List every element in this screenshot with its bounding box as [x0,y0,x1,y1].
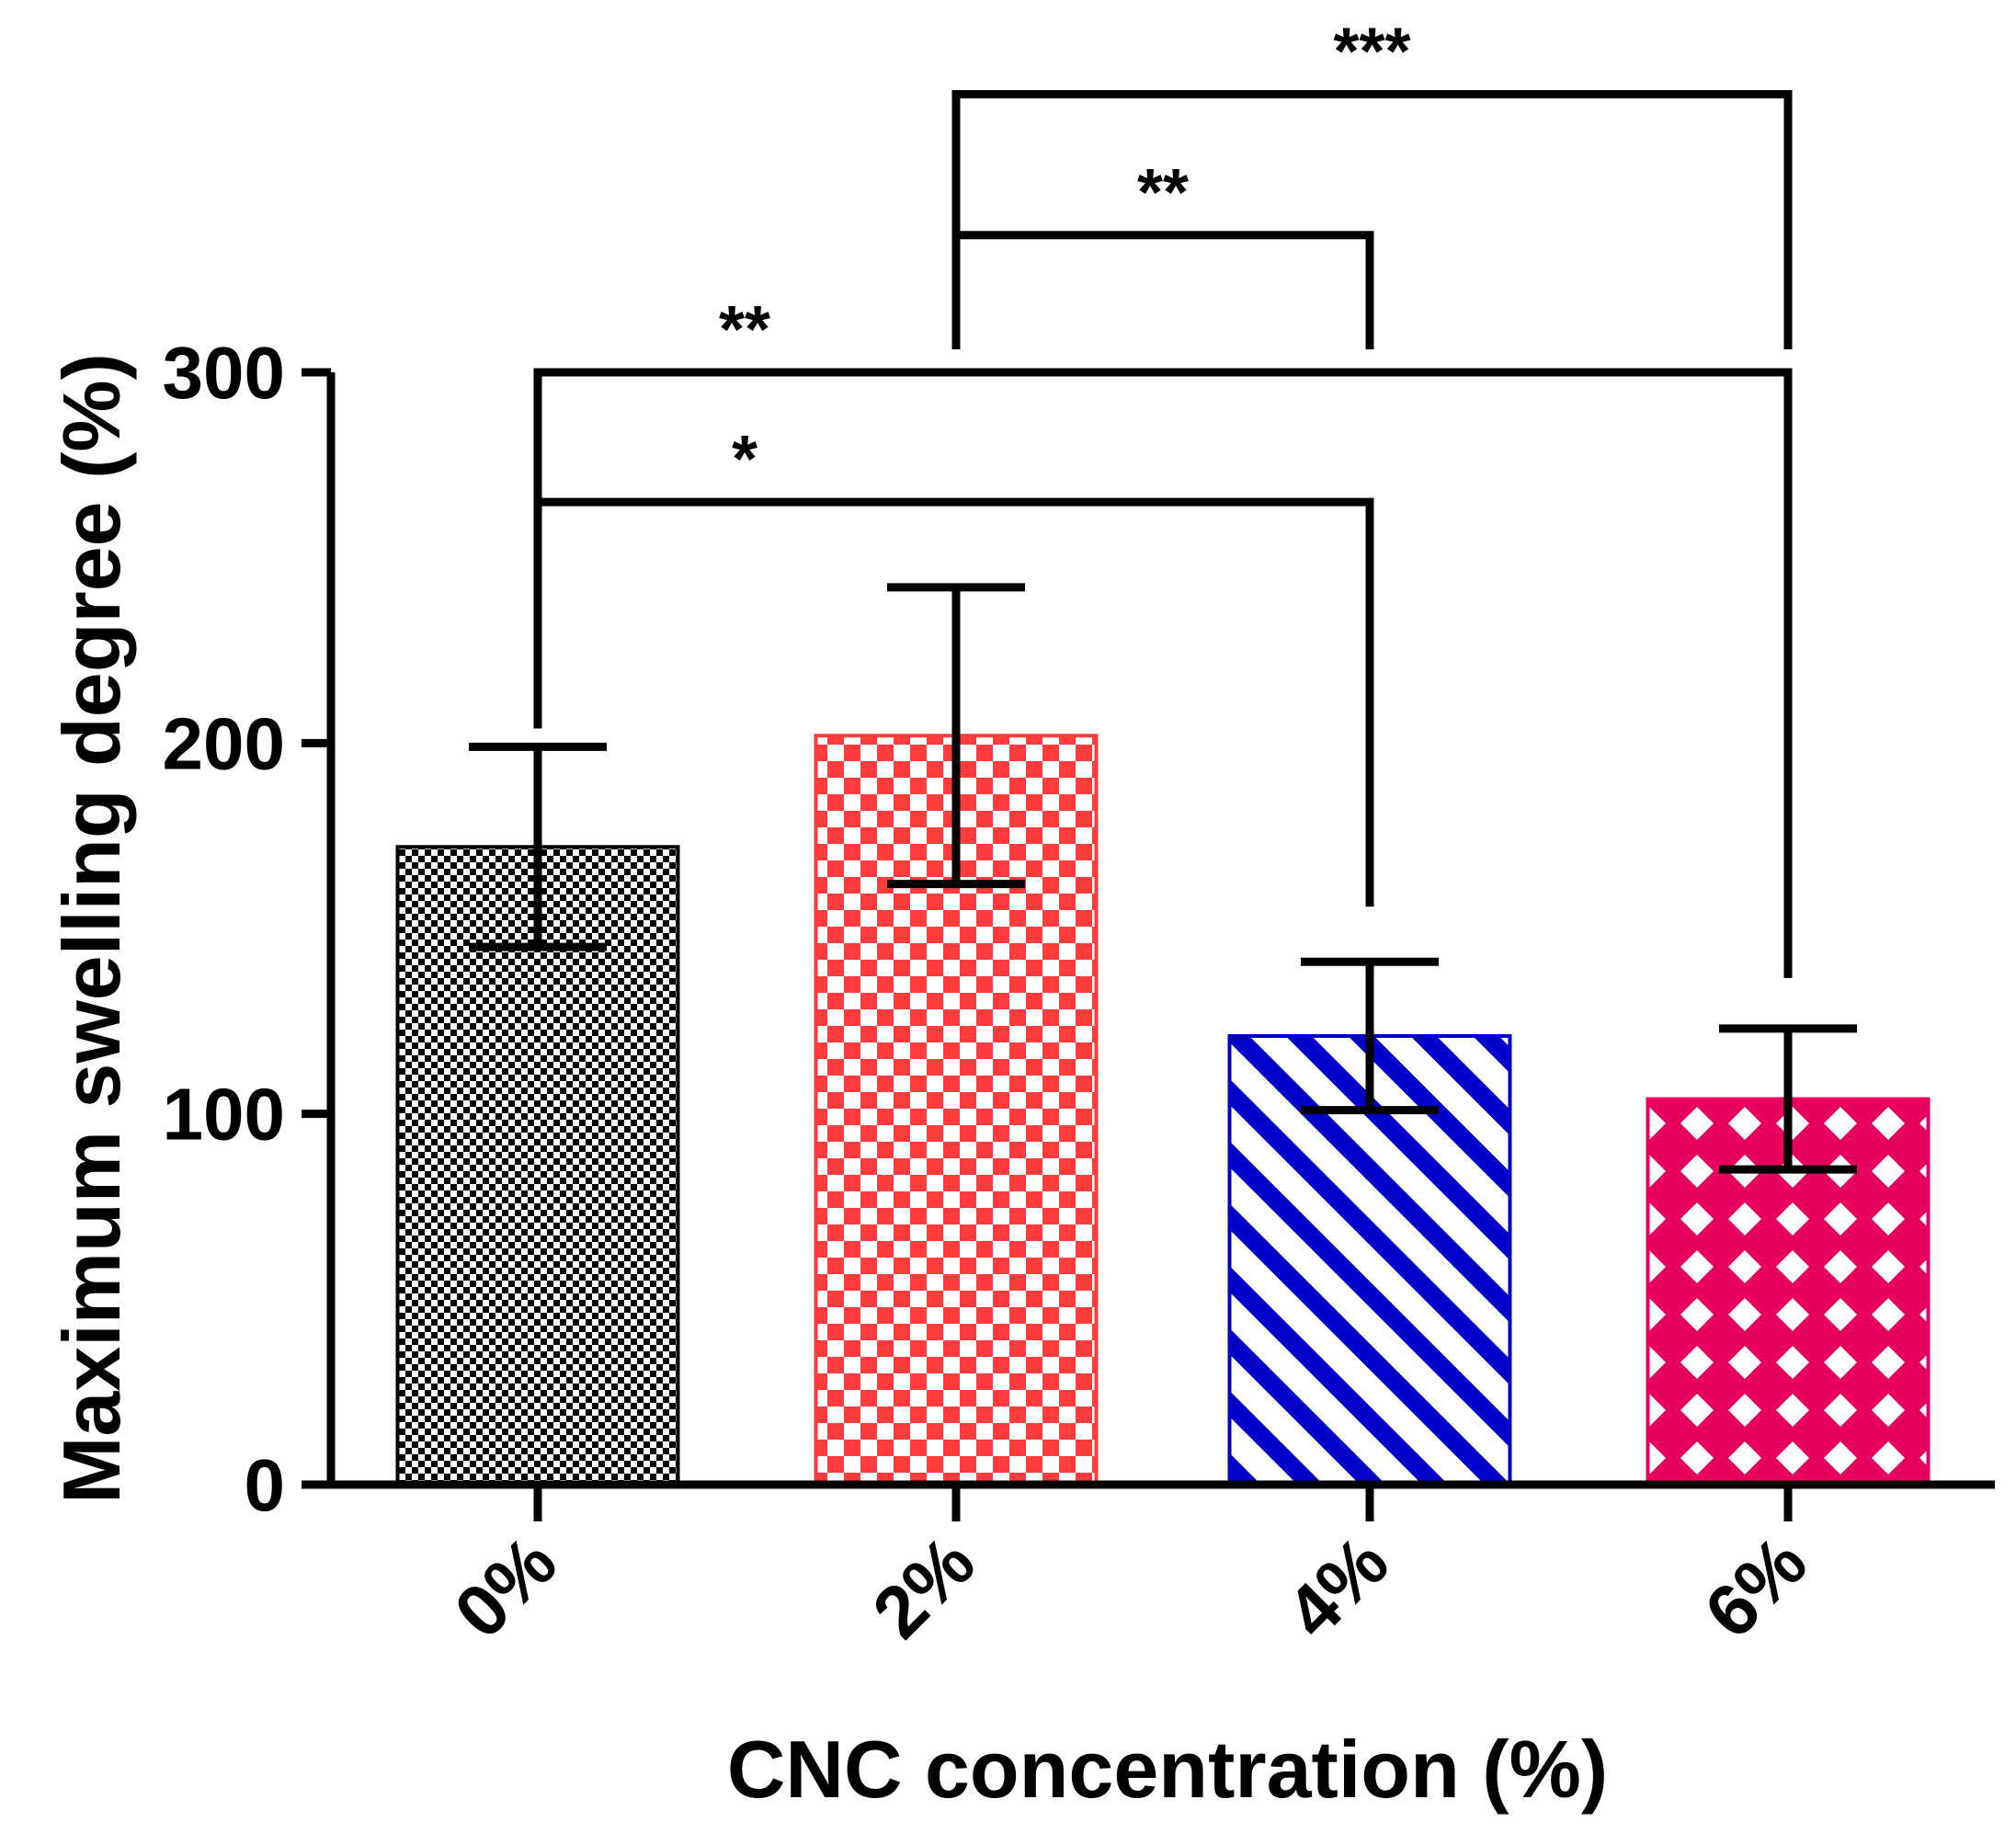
significance-bracket-1 [533,368,1793,978]
x-tick-label-0: 0% [439,1520,572,1654]
y-tick-label-2: 200 [163,702,285,784]
y-tick-label-1: 100 [163,1074,285,1156]
significance-brackets: ******** [533,16,1793,978]
significance-bracket-3 [951,90,1793,349]
bar-0 [395,845,680,1486]
bars [395,734,1931,1486]
x-tick-label-3: 6% [1689,1520,1822,1654]
y-tick-label-3: 300 [163,332,285,414]
significance-label-3: *** [1333,16,1410,89]
significance-label-1: ** [719,293,770,367]
significance-label-0: * [732,423,757,496]
axes [302,368,1995,1521]
x-axis-title: CNC concentration (%) [727,1724,1608,1815]
significance-label-2: ** [1137,156,1189,230]
x-tick-label-2: 4% [1270,1520,1404,1654]
y-tick-label-0: 0 [245,1444,286,1526]
error-bars [469,583,1857,1174]
significance-bracket-2 [951,231,1374,349]
y-axis-title: Maximum swelling degree (%) [46,353,137,1504]
x-tick-label-1: 2% [857,1520,990,1654]
